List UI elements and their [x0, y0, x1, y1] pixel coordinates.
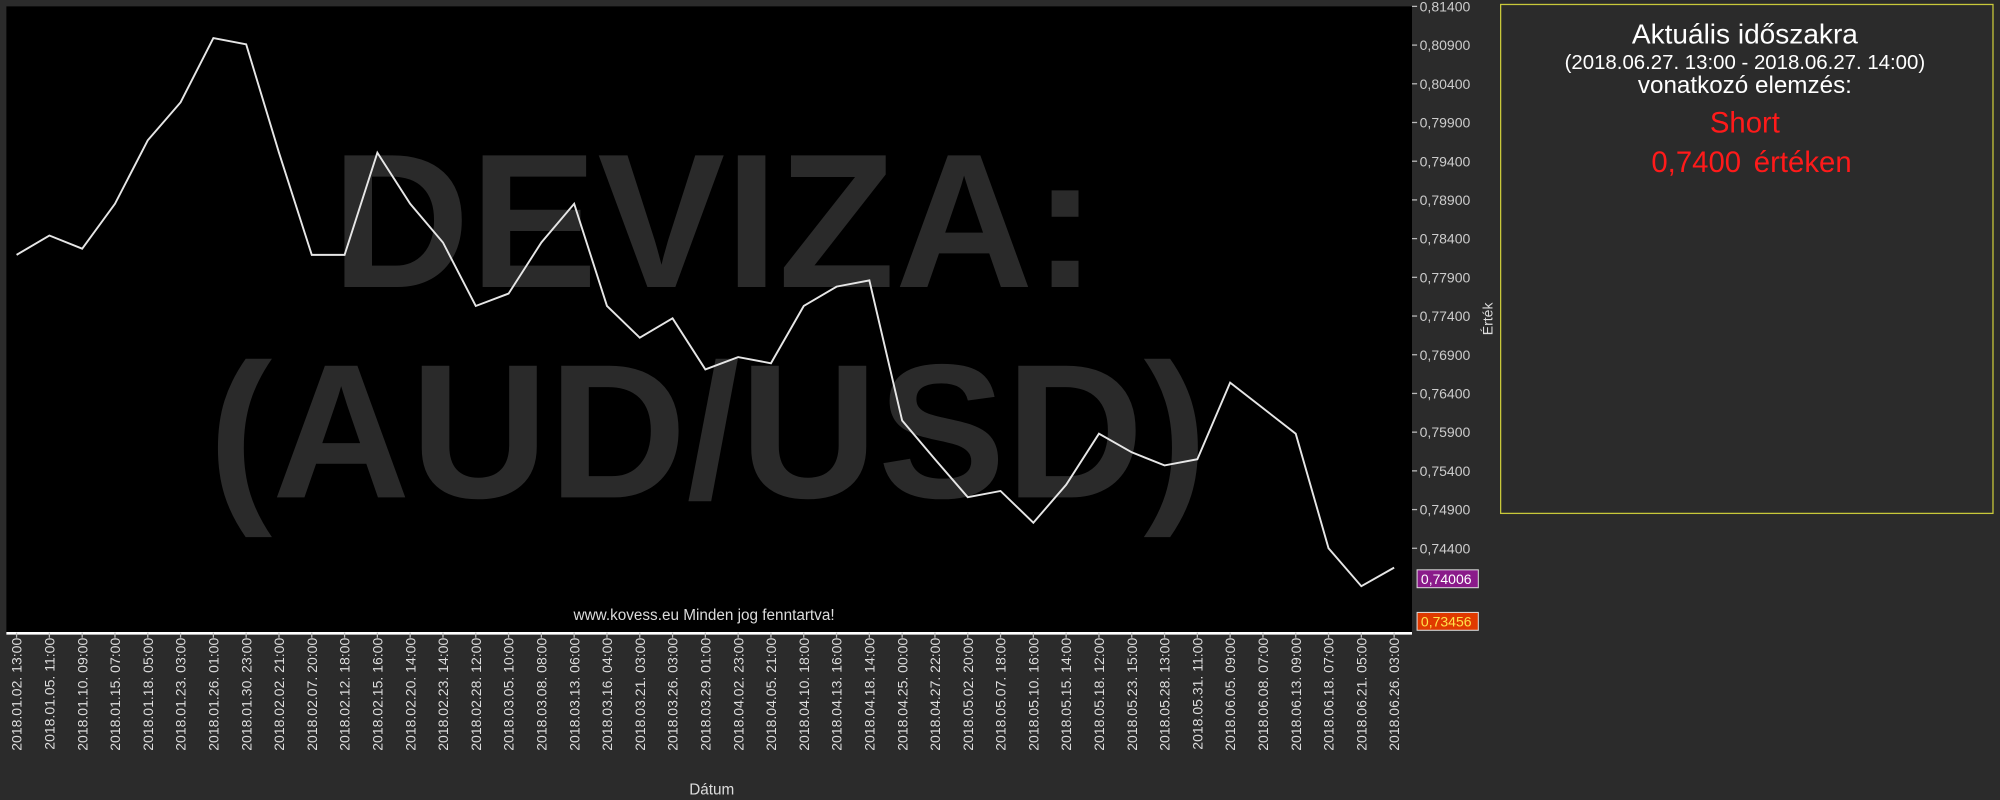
x-tick-label: 2018.01.05. 11:00 — [41, 638, 57, 750]
x-tick-label: 2018.05.23. 15:00 — [1124, 638, 1140, 751]
x-tick-label: 2018.01.26. 01:00 — [205, 638, 221, 751]
y-tick-label: 0,79400 — [1420, 153, 1471, 169]
x-tick-label: 2018.01.18. 05:00 — [140, 638, 156, 751]
y-tick-label: 0,78400 — [1420, 231, 1471, 247]
signal-price: 0,7400 — [1651, 146, 1741, 179]
copyright: www.kovess.eu Minden jog fenntartva! — [573, 607, 835, 624]
x-tick-label: 2018.04.27. 22:00 — [927, 638, 943, 751]
x-tick-label: 2018.01.23. 03:00 — [173, 638, 189, 751]
x-tick-label: 2018.06.08. 07:00 — [1255, 638, 1271, 751]
x-tick-label: 2018.06.05. 09:00 — [1222, 638, 1238, 751]
x-tick-label: 2018.03.26. 03:00 — [665, 638, 681, 751]
price-marker — [1416, 569, 1479, 589]
price-line — [16, 37, 1395, 588]
x-tick-label: 2018.04.02. 23:00 — [730, 638, 746, 751]
x-tick-label: 2018.04.13. 16:00 — [829, 638, 845, 751]
analysis-panel — [1499, 3, 1994, 515]
x-tick-label: 2018.06.26. 03:00 — [1386, 638, 1402, 751]
x-tick-label: 2018.02.12. 18:00 — [337, 638, 353, 751]
y-tick-label: 0,81400 — [1420, 0, 1471, 14]
x-tick-label: 2018.06.18. 07:00 — [1321, 638, 1337, 751]
y-tick-label: 0,75900 — [1420, 424, 1471, 440]
y-tick-label: 0,80400 — [1420, 76, 1471, 92]
x-tick-label: 2018.03.21. 03:00 — [632, 638, 648, 751]
x-tick-label: 2018.03.05. 10:00 — [501, 638, 517, 751]
x-tick-label: 2018.05.15. 14:00 — [1058, 638, 1074, 751]
price-marker — [1416, 611, 1479, 631]
price-marker-label: 0,73456 — [1421, 613, 1472, 629]
x-tick-label: 2018.01.10. 09:00 — [74, 638, 90, 751]
price-marker-label: 0,74006 — [1421, 571, 1472, 587]
y-tick-label: 0,76900 — [1420, 347, 1471, 363]
x-tick-label: 2018.01.02. 13:00 — [9, 638, 25, 751]
panel-title: Aktuális időszakra — [1632, 18, 1858, 49]
panel-subtitle: vonatkozó elemzés: — [1638, 72, 1852, 99]
x-tick-label: 2018.05.02. 20:00 — [960, 638, 976, 751]
y-tick-label: 0,77400 — [1420, 308, 1471, 324]
x-tick-label: 2018.03.08. 08:00 — [533, 638, 549, 751]
y-tick-label: 0,75400 — [1420, 463, 1471, 479]
signal: Short — [1710, 107, 1780, 140]
plot-area — [6, 6, 1412, 633]
x-tick-label: 2018.01.15. 07:00 — [107, 638, 123, 751]
x-tick-label: 2018.02.20. 14:00 — [402, 638, 418, 751]
x-axis-label: Dátum — [689, 782, 734, 799]
y-axis-label: Érték — [1479, 302, 1495, 336]
x-tick-label: 2018.02.07. 20:00 — [304, 638, 320, 751]
x-tick-label: 2018.02.23. 14:00 — [435, 638, 451, 751]
x-tick-label: 2018.02.28. 12:00 — [468, 638, 484, 751]
x-tick-label: 2018.05.10. 16:00 — [1025, 638, 1041, 751]
x-tick-label: 2018.03.13. 06:00 — [566, 638, 582, 751]
x-tick-label: 2018.06.13. 09:00 — [1288, 638, 1304, 751]
x-tick-label: 2018.04.18. 14:00 — [861, 638, 877, 751]
watermark: DEVIZA: — [332, 114, 1097, 328]
x-tick-label: 2018.06.21. 05:00 — [1353, 638, 1369, 751]
x-tick-label: 2018.05.31. 11:00 — [1189, 638, 1205, 750]
x-tick-label: 2018.03.16. 04:00 — [599, 638, 615, 751]
x-tick-label: 2018.05.18. 12:00 — [1091, 638, 1107, 751]
x-tick-label: 2018.05.07. 18:00 — [993, 638, 1009, 751]
x-tick-label: 2018.02.02. 21:00 — [271, 638, 287, 751]
x-tick-label: 2018.04.25. 00:00 — [894, 638, 910, 751]
x-tick-label: 2018.01.30. 23:00 — [238, 638, 254, 751]
y-tick-label: 0,80900 — [1420, 37, 1471, 53]
x-tick-label: 2018.02.15. 16:00 — [369, 638, 385, 751]
signal-price-suffix: értéken — [1754, 146, 1852, 179]
y-tick-label: 0,74400 — [1420, 540, 1471, 556]
y-tick-label: 0,78900 — [1420, 192, 1471, 208]
x-tick-label: 2018.03.29. 01:00 — [697, 638, 713, 751]
y-tick-label: 0,74900 — [1420, 502, 1471, 518]
x-tick-label: 2018.04.10. 18:00 — [796, 638, 812, 751]
x-tick-label: 2018.04.05. 21:00 — [763, 638, 779, 751]
y-tick-label: 0,77900 — [1420, 269, 1471, 285]
watermark: (AUD/USD) — [208, 324, 1207, 538]
panel-period: (2018.06.27. 13:00 - 2018.06.27. 14:00) — [1565, 52, 1926, 74]
x-tick-label: 2018.05.28. 13:00 — [1157, 638, 1173, 751]
y-tick-label: 0,76400 — [1420, 386, 1471, 402]
y-tick-label: 0,79900 — [1420, 115, 1471, 131]
